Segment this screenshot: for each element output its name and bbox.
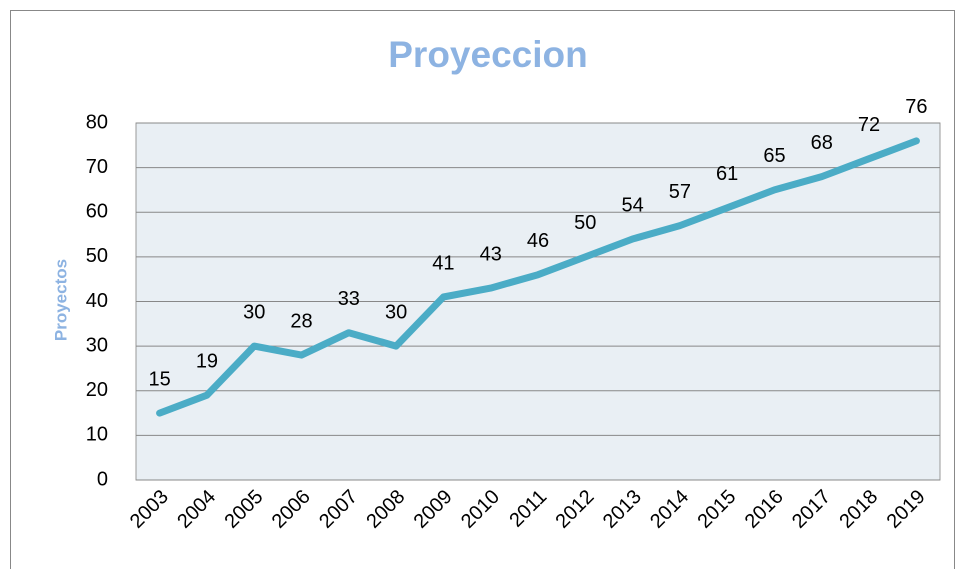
data-label: 19 xyxy=(196,350,218,372)
data-label: 33 xyxy=(338,288,360,310)
y-tick-label: 10 xyxy=(86,424,108,446)
y-tick-label: 50 xyxy=(86,245,108,267)
y-tick-label: 0 xyxy=(97,468,108,490)
data-label: 28 xyxy=(290,310,312,332)
data-label: 68 xyxy=(811,132,833,154)
data-label: 46 xyxy=(527,230,549,252)
data-label: 72 xyxy=(858,114,880,136)
data-label: 54 xyxy=(621,194,643,216)
line-series xyxy=(156,137,920,417)
data-label: 30 xyxy=(385,301,407,323)
y-tick-label: 40 xyxy=(86,290,108,312)
data-label: 30 xyxy=(243,301,265,323)
y-tick-label: 60 xyxy=(86,201,108,223)
data-label: 43 xyxy=(480,243,502,265)
y-axis-label: Proyectos xyxy=(51,259,70,341)
data-label: 50 xyxy=(574,212,596,234)
data-label: 61 xyxy=(716,163,738,185)
chart-title: Proyeccion xyxy=(388,34,587,75)
data-label: 41 xyxy=(432,252,454,274)
data-label: 57 xyxy=(669,181,691,203)
data-label: 15 xyxy=(149,368,171,390)
y-tick-label: 70 xyxy=(86,156,108,178)
y-tick-label: 20 xyxy=(86,379,108,401)
data-label: 76 xyxy=(905,96,927,118)
y-tick-label: 30 xyxy=(86,334,108,356)
y-tick-label: 80 xyxy=(86,111,108,133)
data-label: 65 xyxy=(763,145,785,167)
